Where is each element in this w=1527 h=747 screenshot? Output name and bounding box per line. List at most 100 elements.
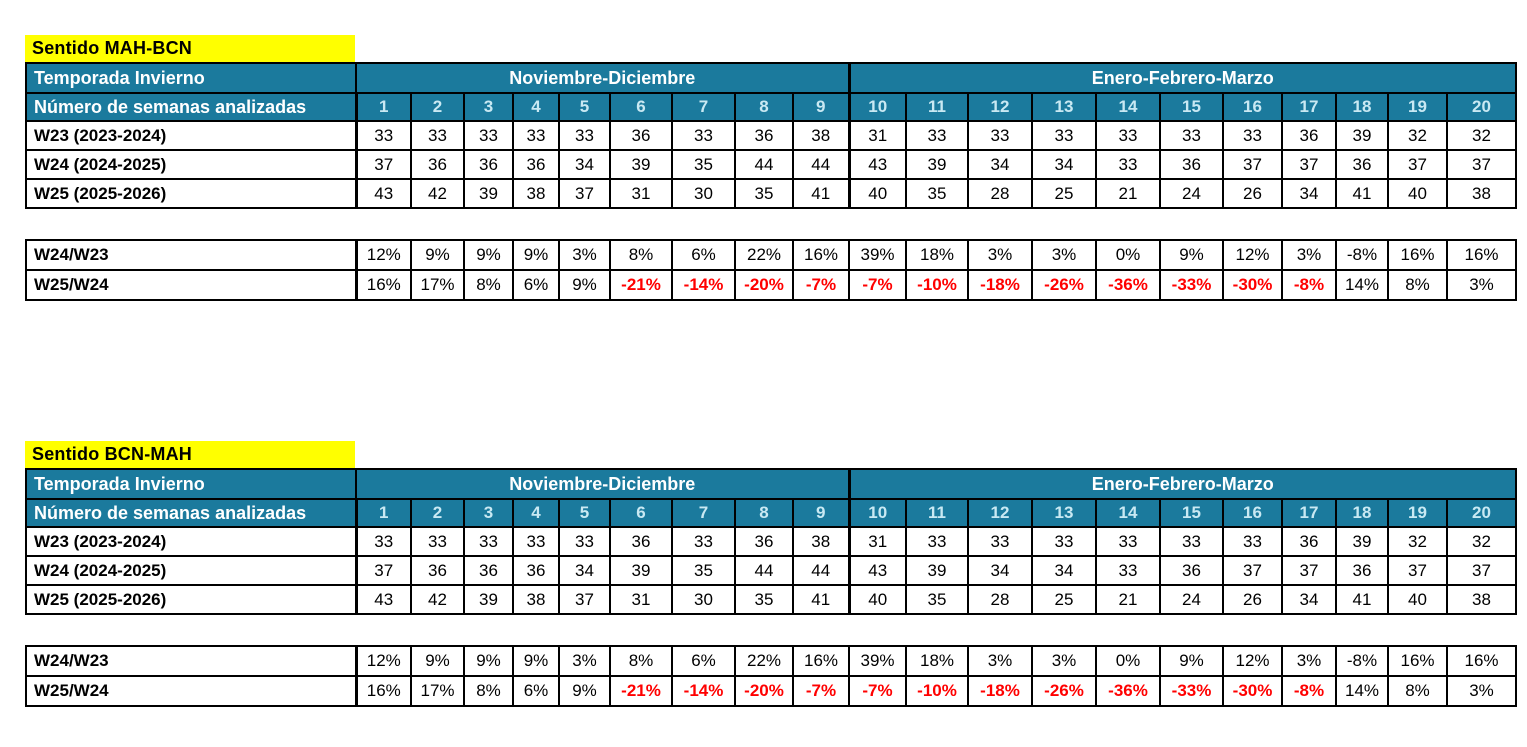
week-count-cell: 39 (609, 555, 673, 586)
percentage-cell: 3% (967, 239, 1033, 271)
percentage-cell: 9% (512, 645, 560, 677)
week-number-11: 11 (905, 498, 969, 528)
week-count-cell: 32 (1446, 120, 1517, 151)
week-count-cell: 33 (1095, 526, 1161, 557)
comparison-row-label: W24/W23 (25, 645, 357, 677)
percentage-cell: -21% (609, 269, 673, 301)
week-number-11: 11 (905, 92, 969, 122)
week-count-cell: 38 (792, 120, 850, 151)
week-count-cell: 38 (512, 584, 560, 615)
percentage-cell: 3% (1281, 645, 1337, 677)
week-number-9: 9 (792, 92, 850, 122)
week-number-20: 20 (1446, 498, 1517, 528)
week-count-cell: 32 (1387, 526, 1448, 557)
percentage-cell: 16% (354, 269, 412, 301)
week-count-cell: 36 (1159, 149, 1224, 180)
week-count-cell: 39 (1335, 526, 1389, 557)
percentage-cell: -18% (967, 269, 1033, 301)
row-label: W23 (2023-2024) (25, 526, 357, 557)
week-count-cell: 36 (1159, 555, 1224, 586)
percentage-cell: -26% (1031, 269, 1097, 301)
week-count-cell: 37 (354, 555, 412, 586)
row-label: W25 (2025-2026) (25, 584, 357, 615)
week-numbers-row: Número de semanas analizadas 1 2 3 4 5 6 7 8 9 10… (25, 498, 1517, 528)
percentage-cell: 9% (463, 239, 514, 271)
percentage-cell: 9% (410, 239, 465, 271)
week-count-cell: 33 (905, 526, 969, 557)
week-count-cell: 33 (354, 120, 412, 151)
percentage-cell: -36% (1095, 269, 1161, 301)
week-count-cell: 33 (671, 526, 736, 557)
week-number-10: 10 (847, 92, 907, 122)
week-count-cell: 33 (512, 526, 560, 557)
week-number-3: 3 (463, 92, 514, 122)
weeks-table-bcn-mah: Temporada Invierno Noviembre-Diciembre E… (25, 468, 1517, 615)
week-count-cell: 36 (1281, 120, 1337, 151)
week-count-cell: 44 (792, 149, 850, 180)
week-count-cell: 33 (410, 120, 465, 151)
percentage-cell: 16% (1446, 239, 1517, 271)
week-count-cell: 44 (734, 555, 794, 586)
percentage-cell: 22% (734, 239, 794, 271)
week-number-18: 18 (1335, 92, 1389, 122)
week-count-cell: 41 (792, 178, 850, 209)
week-number-17: 17 (1281, 498, 1337, 528)
percentage-cell: 12% (354, 239, 412, 271)
week-count-cell: 32 (1387, 120, 1448, 151)
group-enero-febrero-marzo: Enero-Febrero-Marzo (847, 62, 1517, 94)
week-count-cell: 24 (1159, 584, 1224, 615)
week-count-cell: 37 (1281, 555, 1337, 586)
week-count-cell: 33 (1095, 120, 1161, 151)
percentage-cell: 18% (905, 239, 969, 271)
percentage-cell: 6% (512, 269, 560, 301)
week-number-7: 7 (671, 92, 736, 122)
week-count-cell: 36 (1281, 526, 1337, 557)
week-count-cell: 33 (463, 526, 514, 557)
week-count-cell: 43 (847, 555, 907, 586)
week-number-14: 14 (1095, 92, 1161, 122)
week-number-5: 5 (558, 498, 611, 528)
percentage-cell: 16% (792, 239, 850, 271)
comparison-row-label: W25/W24 (25, 675, 357, 707)
week-count-cell: 37 (1387, 149, 1448, 180)
percentage-cell: -7% (848, 269, 907, 301)
row-label: W23 (2023-2024) (25, 120, 357, 151)
percentage-cell: 3% (1031, 645, 1097, 677)
week-count-cell: 39 (463, 584, 514, 615)
percentage-cell: -36% (1095, 675, 1161, 707)
season-data-row: W23 (2023-2024) 33 33 33 33 33 36 33 36 38 31 33 33 3… (25, 526, 1517, 557)
week-count-cell: 34 (558, 555, 611, 586)
week-count-cell: 40 (1387, 584, 1448, 615)
week-count-cell: 31 (609, 178, 673, 209)
week-number-3: 3 (463, 498, 514, 528)
percentage-cell: 0% (1095, 645, 1161, 677)
season-data-row: W25 (2025-2026) 43 42 39 38 37 31 30 35 41 40 35 28 2… (25, 178, 1517, 209)
week-count-cell: 39 (905, 149, 969, 180)
percentage-cell: 17% (410, 675, 465, 707)
percentage-cell: 18% (905, 645, 969, 677)
week-count-cell: 44 (734, 149, 794, 180)
percentage-cell: -33% (1159, 675, 1224, 707)
week-count-cell: 35 (905, 584, 969, 615)
week-count-cell: 36 (512, 149, 560, 180)
weeks-table-mah-bcn: Temporada Invierno Noviembre-Diciembre E… (25, 62, 1517, 209)
percentage-cell: 12% (1222, 239, 1283, 271)
week-count-cell: 35 (734, 178, 794, 209)
week-number-7: 7 (671, 498, 736, 528)
percentage-cell: 3% (1031, 239, 1097, 271)
percentage-cell: 12% (354, 645, 412, 677)
week-count-cell: 25 (1031, 584, 1097, 615)
week-count-cell: 37 (1222, 555, 1283, 586)
week-number-2: 2 (410, 498, 465, 528)
season-label: Temporada Invierno (25, 62, 357, 94)
comparison-row: W25/W24 16% 17% 8% 6% 9% -21% -14% -20% -7% -7% -10… (25, 675, 1517, 707)
week-count-cell: 42 (410, 584, 465, 615)
percentage-cell: 8% (1387, 269, 1448, 301)
percentage-cell: 12% (1222, 645, 1283, 677)
percentage-cell: 16% (792, 645, 850, 677)
week-count-cell: 41 (1335, 584, 1389, 615)
week-number-1: 1 (354, 498, 412, 528)
percentage-cell: -20% (734, 269, 794, 301)
comparison-row: W25/W24 16% 17% 8% 6% 9% -21% -14% -20% -7% -7% -10… (25, 269, 1517, 301)
week-count-cell: 35 (671, 555, 736, 586)
